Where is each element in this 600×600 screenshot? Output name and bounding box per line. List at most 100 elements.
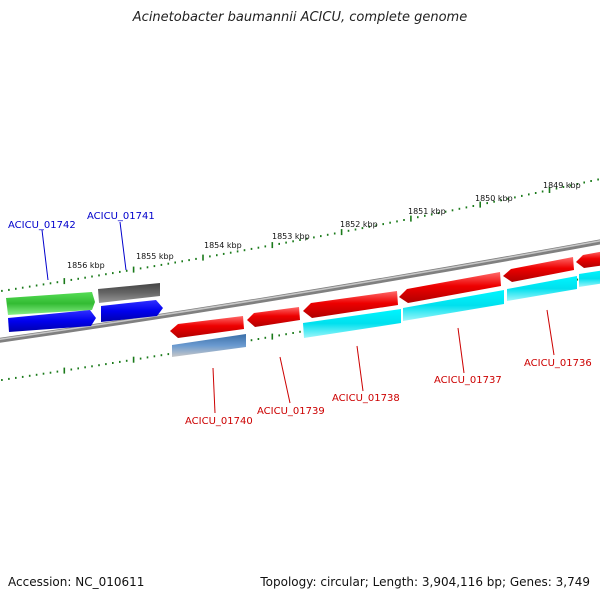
cyan-feature[interactable] xyxy=(403,290,504,321)
minor-tick xyxy=(354,228,357,231)
minor-tick xyxy=(119,270,121,273)
minor-tick xyxy=(458,207,461,210)
minor-tick xyxy=(514,196,516,199)
genome-backbone xyxy=(0,239,600,343)
major-tick xyxy=(271,242,274,249)
minor-tick xyxy=(472,205,475,207)
minor-tick xyxy=(278,242,280,245)
minor-tick xyxy=(84,366,86,369)
minor-tick xyxy=(313,236,315,239)
minor-tick xyxy=(21,286,24,289)
leader-line xyxy=(546,309,555,356)
minor-tick xyxy=(77,367,79,370)
minor-tick xyxy=(555,187,558,190)
gene-label-ACICU_01738[interactable]: ACICU_01738 xyxy=(332,393,400,404)
gene-label-ACICU_01742[interactable]: ACICU_01742 xyxy=(8,220,76,231)
minor-tick xyxy=(285,241,287,244)
minor-tick xyxy=(347,229,350,232)
gene-ACICU_01738-arrow[interactable] xyxy=(303,291,398,318)
gray-feature[interactable] xyxy=(98,283,160,303)
scale-label: 1853 kbp xyxy=(272,232,310,241)
scale-label: 1850 kbp xyxy=(475,194,513,203)
gene-label-ACICU_01740[interactable]: ACICU_01740 xyxy=(185,416,253,427)
minor-tick xyxy=(160,354,163,357)
minor-tick xyxy=(105,273,107,276)
minor-tick xyxy=(49,282,52,285)
minor-tick xyxy=(521,194,523,197)
minor-tick xyxy=(125,269,128,272)
minor-tick xyxy=(49,371,52,374)
minor-tick xyxy=(112,272,114,275)
major-tick xyxy=(132,266,135,273)
gene-ACICU_01741-arrow[interactable] xyxy=(101,300,163,322)
minor-tick xyxy=(70,368,73,371)
minor-tick xyxy=(167,353,170,356)
minor-tick xyxy=(188,259,190,262)
minor-tick xyxy=(153,355,156,358)
leader-line xyxy=(119,221,127,271)
gene-ACICU_01740-arrow[interactable] xyxy=(170,316,244,338)
cyan-feature[interactable] xyxy=(303,309,401,338)
minor-tick xyxy=(250,247,253,250)
minor-tick xyxy=(42,372,45,375)
minor-tick xyxy=(534,192,537,194)
minor-tick xyxy=(1,379,3,381)
minor-tick xyxy=(119,360,121,363)
minor-tick xyxy=(292,332,294,334)
gene-label-ACICU_01741[interactable]: ACICU_01741 xyxy=(87,211,155,222)
leader-line xyxy=(356,345,364,392)
minor-tick xyxy=(590,180,592,182)
minor-tick xyxy=(437,212,440,215)
minor-tick xyxy=(181,260,183,263)
green-feature[interactable] xyxy=(6,292,95,315)
minor-tick xyxy=(486,202,488,205)
genome-title: Acinetobacter baumannii ACICU, complete … xyxy=(132,10,468,25)
minor-tick xyxy=(216,254,218,257)
cyan-feature[interactable] xyxy=(579,270,600,287)
gene-ACICU_01737-arrow[interactable] xyxy=(399,272,501,303)
gene-label-ACICU_01739[interactable]: ACICU_01739 xyxy=(257,406,325,417)
minor-tick xyxy=(21,375,24,378)
minor-tick xyxy=(139,267,142,270)
minor-tick xyxy=(285,333,287,336)
gene-ACICU_01739-arrow[interactable] xyxy=(247,307,300,327)
minor-tick xyxy=(389,221,391,224)
scale-label: 1849 kbp xyxy=(543,181,581,190)
major-tick xyxy=(410,215,412,222)
minor-tick xyxy=(15,376,17,379)
minor-tick xyxy=(153,265,156,268)
minor-tick xyxy=(15,287,17,290)
minor-tick xyxy=(306,237,308,240)
gene-label-ACICU_01736[interactable]: ACICU_01736 xyxy=(524,358,592,369)
minor-tick xyxy=(236,250,239,253)
scale-label: 1855 kbp xyxy=(136,252,174,261)
minor-tick xyxy=(174,261,176,264)
steel-feature[interactable] xyxy=(172,334,246,357)
minor-tick xyxy=(160,263,163,266)
gene-partial-arrow[interactable] xyxy=(576,251,600,268)
minor-tick xyxy=(91,275,93,278)
minor-tick xyxy=(28,285,31,288)
upper-scale-track xyxy=(1,178,599,292)
leader-line xyxy=(279,356,291,404)
minor-tick xyxy=(444,210,447,213)
minor-tick xyxy=(139,357,142,360)
minor-tick xyxy=(146,266,149,269)
minor-tick xyxy=(500,199,502,202)
gene-label-ACICU_01737[interactable]: ACICU_01737 xyxy=(434,375,502,386)
minor-tick xyxy=(278,334,280,337)
major-tick xyxy=(63,278,66,285)
minor-tick xyxy=(396,220,398,223)
minor-tick xyxy=(56,281,59,284)
gene-ACICU_01736-arrow[interactable] xyxy=(503,257,574,282)
gene-ACICU_01742-arrow[interactable] xyxy=(8,310,96,332)
minor-tick xyxy=(146,356,149,359)
minor-tick xyxy=(597,178,599,181)
minor-tick xyxy=(403,219,405,221)
minor-tick xyxy=(91,365,93,368)
minor-tick xyxy=(569,184,572,187)
cyan-feature[interactable] xyxy=(507,276,577,301)
minor-tick xyxy=(382,223,384,226)
minor-tick xyxy=(257,246,260,249)
minor-tick xyxy=(125,359,128,362)
